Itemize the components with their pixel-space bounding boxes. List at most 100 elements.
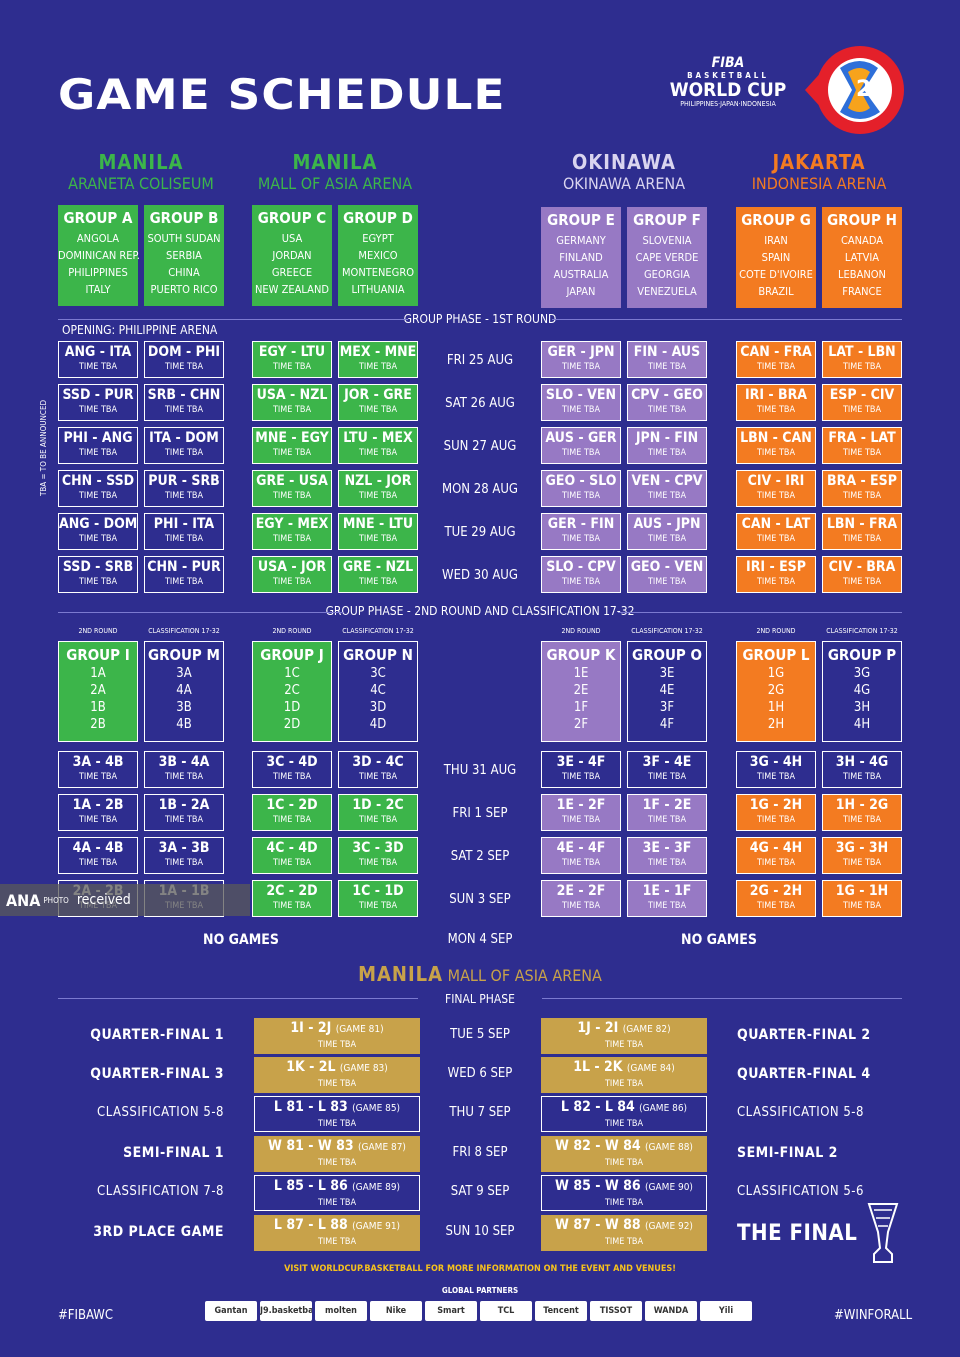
game-cell[interactable]: 1E - 1F TIME TBA: [627, 880, 707, 917]
game-cell[interactable]: ESP - CIV TIME TBA: [822, 384, 902, 421]
game-cell[interactable]: GEO - SLO TIME TBA: [541, 470, 621, 507]
game-cell[interactable]: JOR - GRE TIME TBA: [338, 384, 418, 421]
game-cell[interactable]: PHI - ITA TIME TBA: [144, 513, 224, 550]
game-cell[interactable]: 3C - 3D TIME TBA: [338, 837, 418, 874]
game-cell[interactable]: CAN - FRA TIME TBA: [736, 341, 816, 378]
round2-group-card[interactable]: GROUP L 1G 2G 1H 2H: [736, 641, 816, 742]
game-cell[interactable]: AUS - JPN TIME TBA: [627, 513, 707, 550]
game-cell[interactable]: 4C - 4D TIME TBA: [252, 837, 332, 874]
game-cell[interactable]: ANG - DOM TIME TBA: [58, 513, 138, 550]
game-cell[interactable]: 1G - 1H TIME TBA: [822, 880, 902, 917]
game-cell[interactable]: LBN - FRA TIME TBA: [822, 513, 902, 550]
round2-group-card[interactable]: GROUP N 3C 4C 3D 4D: [338, 641, 418, 742]
game-cell[interactable]: 3G - 4H TIME TBA: [736, 751, 816, 788]
group-card[interactable]: GROUP C USA JORDAN GREECE NEW ZEALAND: [252, 205, 332, 306]
game-cell[interactable]: CPV - GEO TIME TBA: [627, 384, 707, 421]
game-cell[interactable]: 3D - 4C TIME TBA: [338, 751, 418, 788]
group-card[interactable]: GROUP B SOUTH SUDAN SERBIA CHINA PUERTO RICO: [144, 205, 224, 306]
game-cell[interactable]: CAN - LAT TIME TBA: [736, 513, 816, 550]
game-cell[interactable]: USA - JOR TIME TBA: [252, 556, 332, 593]
game-cell[interactable]: 3E - 4F TIME TBA: [541, 751, 621, 788]
game-cell[interactable]: 3H - 4G TIME TBA: [822, 751, 902, 788]
game-cell[interactable]: 2E - 2F TIME TBA: [541, 880, 621, 917]
game-cell[interactable]: GRE - USA TIME TBA: [252, 470, 332, 507]
game-cell[interactable]: USA - NZL TIME TBA: [252, 384, 332, 421]
game-cell[interactable]: SLO - CPV TIME TBA: [541, 556, 621, 593]
game-cell[interactable]: 1A - 2B TIME TBA: [58, 794, 138, 831]
game-cell[interactable]: PHI - ANG TIME TBA: [58, 427, 138, 464]
game-cell[interactable]: 1H - 2G TIME TBA: [822, 794, 902, 831]
final-game-cell[interactable]: W 85 - W 86 (GAME 90) TIME TBA: [541, 1175, 707, 1211]
game-cell[interactable]: GER - FIN TIME TBA: [541, 513, 621, 550]
game-cell[interactable]: LTU - MEX TIME TBA: [338, 427, 418, 464]
game-cell[interactable]: IRI - ESP TIME TBA: [736, 556, 816, 593]
final-game-cell[interactable]: W 81 - W 83 (GAME 87) TIME TBA: [254, 1136, 420, 1172]
game-cell[interactable]: JPN - FIN TIME TBA: [627, 427, 707, 464]
game-cell[interactable]: GER - JPN TIME TBA: [541, 341, 621, 378]
round2-group-card[interactable]: GROUP P 3G 4G 3H 4H: [822, 641, 902, 742]
game-cell[interactable]: 3F - 4E TIME TBA: [627, 751, 707, 788]
game-cell[interactable]: LBN - CAN TIME TBA: [736, 427, 816, 464]
final-game-cell[interactable]: L 85 - L 86 (GAME 89) TIME TBA: [254, 1175, 420, 1211]
game-cell[interactable]: SRB - CHN TIME TBA: [144, 384, 224, 421]
game-cell[interactable]: GRE - NZL TIME TBA: [338, 556, 418, 593]
game-cell[interactable]: PUR - SRB TIME TBA: [144, 470, 224, 507]
game-cell[interactable]: 1C - 1D TIME TBA: [338, 880, 418, 917]
game-cell[interactable]: MNE - EGY TIME TBA: [252, 427, 332, 464]
game-cell[interactable]: SLO - VEN TIME TBA: [541, 384, 621, 421]
game-cell[interactable]: 3A - 4B TIME TBA: [58, 751, 138, 788]
game-cell[interactable]: BRA - ESP TIME TBA: [822, 470, 902, 507]
game-cell[interactable]: 2C - 2D TIME TBA: [252, 880, 332, 917]
game-cell[interactable]: FIN - AUS TIME TBA: [627, 341, 707, 378]
game-cell[interactable]: VEN - CPV TIME TBA: [627, 470, 707, 507]
game-cell[interactable]: 1C - 2D TIME TBA: [252, 794, 332, 831]
game-cell[interactable]: 3G - 3H TIME TBA: [822, 837, 902, 874]
game-cell[interactable]: FRA - LAT TIME TBA: [822, 427, 902, 464]
game-cell[interactable]: AUS - GER TIME TBA: [541, 427, 621, 464]
final-game-cell[interactable]: 1L - 2K (GAME 84) TIME TBA: [541, 1057, 707, 1093]
round2-group-card[interactable]: GROUP I 1A 2A 1B 2B: [58, 641, 138, 742]
game-cell[interactable]: 4E - 4F TIME TBA: [541, 837, 621, 874]
final-game-cell[interactable]: 1K - 2L (GAME 83) TIME TBA: [254, 1057, 420, 1093]
final-game-cell[interactable]: W 82 - W 84 (GAME 88) TIME TBA: [541, 1136, 707, 1172]
final-game-cell[interactable]: L 87 - L 88 (GAME 91) TIME TBA: [254, 1215, 420, 1251]
game-cell[interactable]: LAT - LBN TIME TBA: [822, 341, 902, 378]
game-cell[interactable]: 4A - 4B TIME TBA: [58, 837, 138, 874]
game-cell[interactable]: 1E - 2F TIME TBA: [541, 794, 621, 831]
round2-group-card[interactable]: GROUP J 1C 2C 1D 2D: [252, 641, 332, 742]
final-game-cell[interactable]: L 82 - L 84 (GAME 86) TIME TBA: [541, 1096, 707, 1132]
game-cell[interactable]: DOM - PHI TIME TBA: [144, 341, 224, 378]
final-game-cell[interactable]: L 81 - L 83 (GAME 85) TIME TBA: [254, 1096, 420, 1132]
group-card[interactable]: GROUP F SLOVENIA CAPE VERDE GEORGIA VENEZUEL…: [627, 207, 707, 308]
game-cell[interactable]: SSD - SRB TIME TBA: [58, 556, 138, 593]
game-cell[interactable]: IRI - BRA TIME TBA: [736, 384, 816, 421]
game-cell[interactable]: CHN - PUR TIME TBA: [144, 556, 224, 593]
game-cell[interactable]: 1F - 2E TIME TBA: [627, 794, 707, 831]
game-cell[interactable]: MNE - LTU TIME TBA: [338, 513, 418, 550]
group-card[interactable]: GROUP A ANGOLA DOMINICAN REP. PHILIPPINES IT…: [58, 205, 140, 306]
final-game-cell[interactable]: 1I - 2J (GAME 81) TIME TBA: [254, 1018, 420, 1054]
game-cell[interactable]: SSD - PUR TIME TBA: [58, 384, 138, 421]
round2-group-card[interactable]: GROUP K 1E 2E 1F 2F: [541, 641, 621, 742]
game-cell[interactable]: ITA - DOM TIME TBA: [144, 427, 224, 464]
game-cell[interactable]: 1G - 2H TIME TBA: [736, 794, 816, 831]
game-cell[interactable]: CIV - BRA TIME TBA: [822, 556, 902, 593]
group-card[interactable]: GROUP D EGYPT MEXICO MONTENEGRO LITHUANIA: [338, 205, 418, 306]
game-cell[interactable]: NZL - JOR TIME TBA: [338, 470, 418, 507]
game-cell[interactable]: 3E - 3F TIME TBA: [627, 837, 707, 874]
game-cell[interactable]: 4G - 4H TIME TBA: [736, 837, 816, 874]
group-card[interactable]: GROUP G IRAN SPAIN COTE D'IVOIRE BRAZIL: [736, 207, 816, 308]
game-cell[interactable]: EGY - MEX TIME TBA: [252, 513, 332, 550]
group-card[interactable]: GROUP E GERMANY FINLAND AUSTRALIA JAPAN: [541, 207, 621, 308]
game-cell[interactable]: GEO - VEN TIME TBA: [627, 556, 707, 593]
round2-group-card[interactable]: GROUP O 3E 4E 3F 4F: [627, 641, 707, 742]
game-cell[interactable]: 3B - 4A TIME TBA: [144, 751, 224, 788]
game-cell[interactable]: ANG - ITA TIME TBA: [58, 341, 138, 378]
game-cell[interactable]: CIV - IRI TIME TBA: [736, 470, 816, 507]
game-cell[interactable]: 3C - 4D TIME TBA: [252, 751, 332, 788]
game-cell[interactable]: 1D - 2C TIME TBA: [338, 794, 418, 831]
game-cell[interactable]: CHN - SSD TIME TBA: [58, 470, 138, 507]
game-cell[interactable]: MEX - MNE TIME TBA: [338, 341, 418, 378]
game-cell[interactable]: 3A - 3B TIME TBA: [144, 837, 224, 874]
group-card[interactable]: GROUP H CANADA LATVIA LEBANON FRANCE: [822, 207, 902, 308]
